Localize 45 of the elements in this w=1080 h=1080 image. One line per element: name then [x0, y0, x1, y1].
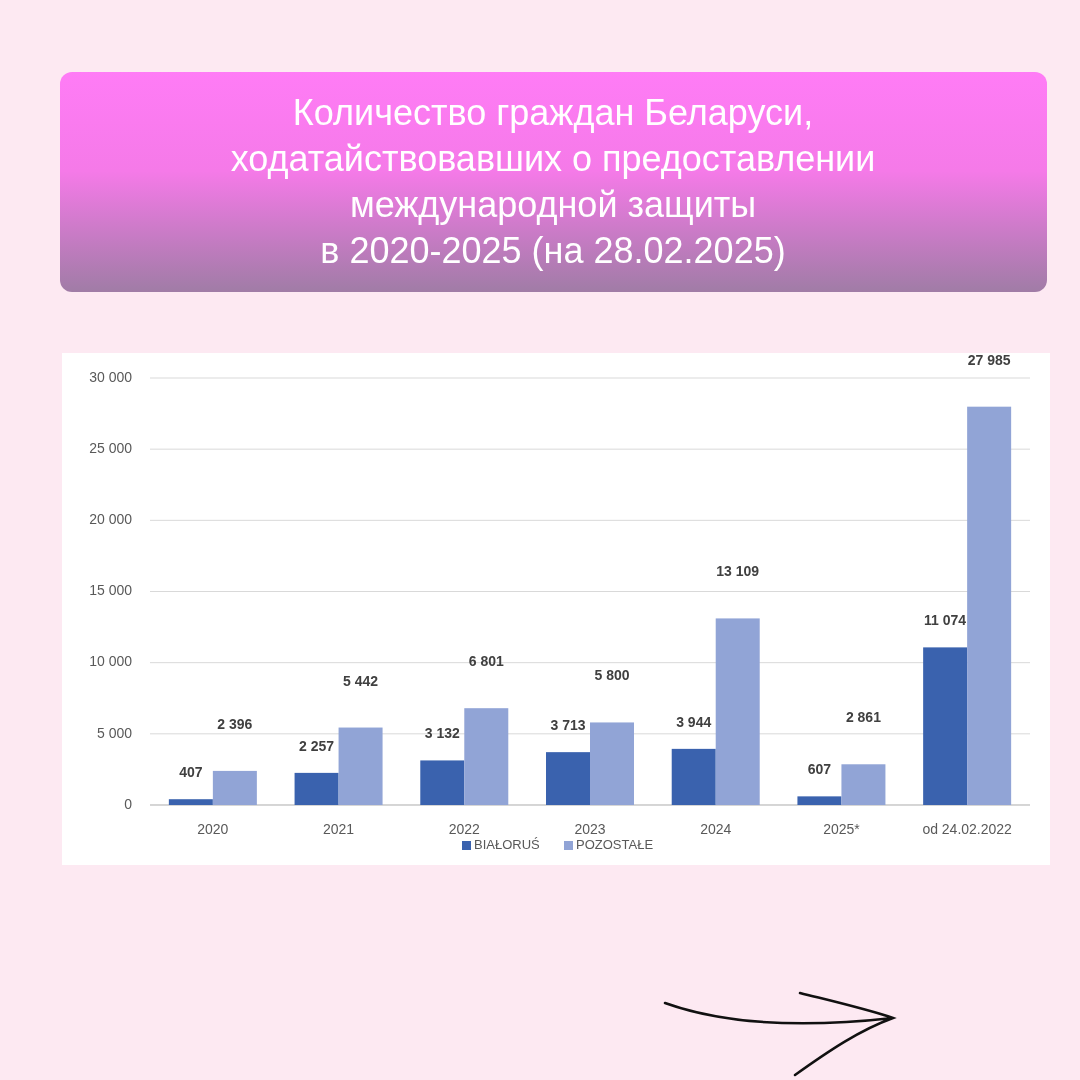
data-label: 3 132: [424, 725, 461, 742]
data-label: 607: [807, 761, 832, 778]
bar: [294, 772, 339, 805]
data-label: 27 985: [967, 351, 1011, 368]
data-label: 407: [179, 764, 203, 781]
y-tick-label: 30 000: [89, 368, 133, 385]
bar: [841, 764, 886, 805]
bar: [212, 770, 257, 805]
x-tick-label: 2022: [448, 821, 481, 837]
x-tick-label: 2025*: [823, 821, 861, 837]
bar: [923, 647, 968, 805]
data-label: 2 396: [217, 715, 253, 732]
y-tick-label: 5 000: [96, 724, 133, 741]
data-label: 13 109: [716, 563, 760, 580]
chart-title: Количество граждан Беларуси, ходатайствовавших о предоставлении международной защиты в 2020-2025 (на 28.02.2025): [230, 91, 876, 271]
bar: [671, 748, 716, 805]
bar: [797, 796, 842, 805]
x-tick-label: 2023: [574, 821, 606, 837]
x-tick-label: 2020: [197, 821, 229, 837]
data-label: 2 257: [299, 737, 335, 754]
y-tick-label: 20 000: [89, 511, 133, 528]
data-label: 11 074: [924, 612, 967, 629]
bar: [338, 727, 383, 805]
bar: [967, 406, 1012, 805]
data-label: 5 800: [594, 667, 630, 684]
x-tick-label: od 24.02.2022: [922, 821, 1013, 837]
y-tick-label: 25 000: [89, 439, 133, 456]
legend-label: BIAŁORUŚ: [474, 837, 541, 853]
bar: [168, 799, 213, 805]
bar: [590, 722, 634, 805]
x-tick-label: 2021: [322, 821, 355, 837]
data-label: 6 801: [468, 653, 505, 670]
y-tick-label: 15 000: [89, 582, 133, 599]
bar: [715, 618, 760, 805]
bar: [464, 708, 509, 805]
y-tick-label: 10 000: [89, 653, 133, 670]
legend-label: POZOSTAŁE: [576, 837, 654, 853]
x-tick-label: 2024: [700, 821, 732, 837]
bar: [546, 752, 590, 805]
data-label: 3 944: [676, 713, 712, 730]
y-tick-label: 0: [124, 795, 133, 812]
data-label: 3 713: [550, 717, 586, 734]
bar: [420, 760, 465, 805]
data-label: 5 442: [343, 672, 379, 689]
data-label: 2 861: [845, 709, 882, 726]
